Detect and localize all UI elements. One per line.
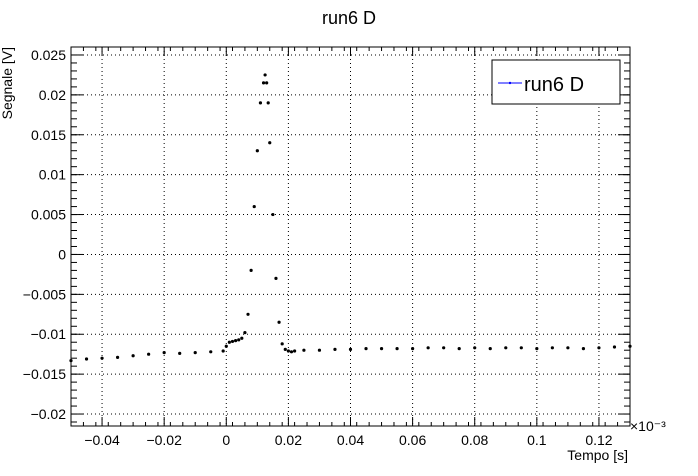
data-point xyxy=(258,101,263,105)
y-tick-label: −0.01 xyxy=(31,326,67,342)
axes: −0.04 −0.02 0 0.02 0.04 0.06 0.08 0.1 0.12 −0.02 −… xyxy=(23,46,631,448)
data-point xyxy=(277,320,281,324)
data-point xyxy=(221,349,225,353)
plot-frame xyxy=(70,46,631,427)
x-axis-title: Tempo [s] xyxy=(567,447,628,463)
data-point xyxy=(504,346,508,350)
data-point xyxy=(243,331,247,335)
data-point xyxy=(263,73,267,77)
data-point xyxy=(411,347,415,351)
data-point xyxy=(612,345,617,349)
data-point xyxy=(271,212,275,217)
data-point xyxy=(488,347,492,351)
data-point xyxy=(147,352,151,356)
data-point xyxy=(233,339,238,343)
data-point xyxy=(348,347,353,352)
data-point xyxy=(237,338,241,342)
y-tick-label: 0 xyxy=(58,246,66,262)
data-point xyxy=(333,347,337,352)
x-tick-label: 0.04 xyxy=(337,432,364,448)
x-tick-label: −0.04 xyxy=(84,432,120,448)
y-tick-label: −0.015 xyxy=(23,366,66,382)
data-point xyxy=(261,81,266,85)
data-point xyxy=(115,355,120,359)
data-point xyxy=(246,312,250,316)
data-point xyxy=(379,347,384,351)
data-point xyxy=(240,336,244,340)
x-tick-label: 0.12 xyxy=(585,432,612,448)
y-axis-title: Segnale [V] xyxy=(0,47,15,119)
x-tick-label: 0.02 xyxy=(275,432,302,448)
data-point xyxy=(268,141,272,145)
data-point xyxy=(230,339,235,344)
data-point xyxy=(84,357,89,361)
data-point xyxy=(266,101,270,105)
data-point xyxy=(426,346,430,350)
data-point xyxy=(69,358,73,363)
data-point xyxy=(193,350,197,355)
data-point xyxy=(162,350,166,355)
data-point xyxy=(566,346,570,350)
data-point xyxy=(227,340,231,344)
data-point xyxy=(442,346,446,350)
data-point xyxy=(293,349,297,353)
data-point xyxy=(280,342,284,346)
data-point xyxy=(252,204,256,209)
x-tick-label: −0.02 xyxy=(146,432,182,448)
data-point xyxy=(100,356,104,360)
legend-label: run6 D xyxy=(524,74,584,96)
y-tick-label: −0.02 xyxy=(31,406,67,422)
data-point xyxy=(249,268,253,273)
data-point xyxy=(178,351,182,355)
data-point xyxy=(224,344,228,348)
x-tick-label: 0 xyxy=(222,432,230,448)
data-point xyxy=(364,347,368,351)
data-point xyxy=(255,149,259,153)
data-point xyxy=(457,347,461,351)
y-tick-label: −0.005 xyxy=(23,286,66,302)
data-point xyxy=(597,346,601,350)
data-point xyxy=(131,354,135,358)
data-point xyxy=(265,81,269,85)
data-point xyxy=(317,348,322,352)
data-point xyxy=(302,348,306,352)
data-point xyxy=(283,347,287,352)
legend-box xyxy=(491,59,621,105)
data-point xyxy=(628,344,632,348)
x-tick-label: 0.08 xyxy=(461,432,488,448)
x-axis-multiplier: ×10⁻³ xyxy=(630,418,666,434)
data-point xyxy=(395,347,399,351)
data-point xyxy=(550,346,554,350)
legend: run6 D xyxy=(491,59,621,105)
data-point xyxy=(581,347,586,351)
data-point xyxy=(209,350,213,354)
x-tick-label: 0.1 xyxy=(527,432,547,448)
data-points xyxy=(69,73,632,363)
data-point xyxy=(519,346,523,350)
chart-title: run6 D xyxy=(322,8,376,28)
x-tick-label: 0.06 xyxy=(399,432,426,448)
data-point xyxy=(473,346,477,350)
data-point xyxy=(535,347,539,351)
data-point xyxy=(274,276,278,280)
legend-marker xyxy=(508,81,512,85)
y-tick-label: 0.005 xyxy=(31,207,66,223)
y-tick-label: 0.015 xyxy=(31,127,66,143)
data-point xyxy=(289,350,294,354)
y-tick-label: 0.02 xyxy=(39,87,66,103)
data-point xyxy=(286,349,290,353)
y-tick-label: 0.01 xyxy=(39,167,66,183)
y-tick-label: 0.025 xyxy=(31,47,66,63)
